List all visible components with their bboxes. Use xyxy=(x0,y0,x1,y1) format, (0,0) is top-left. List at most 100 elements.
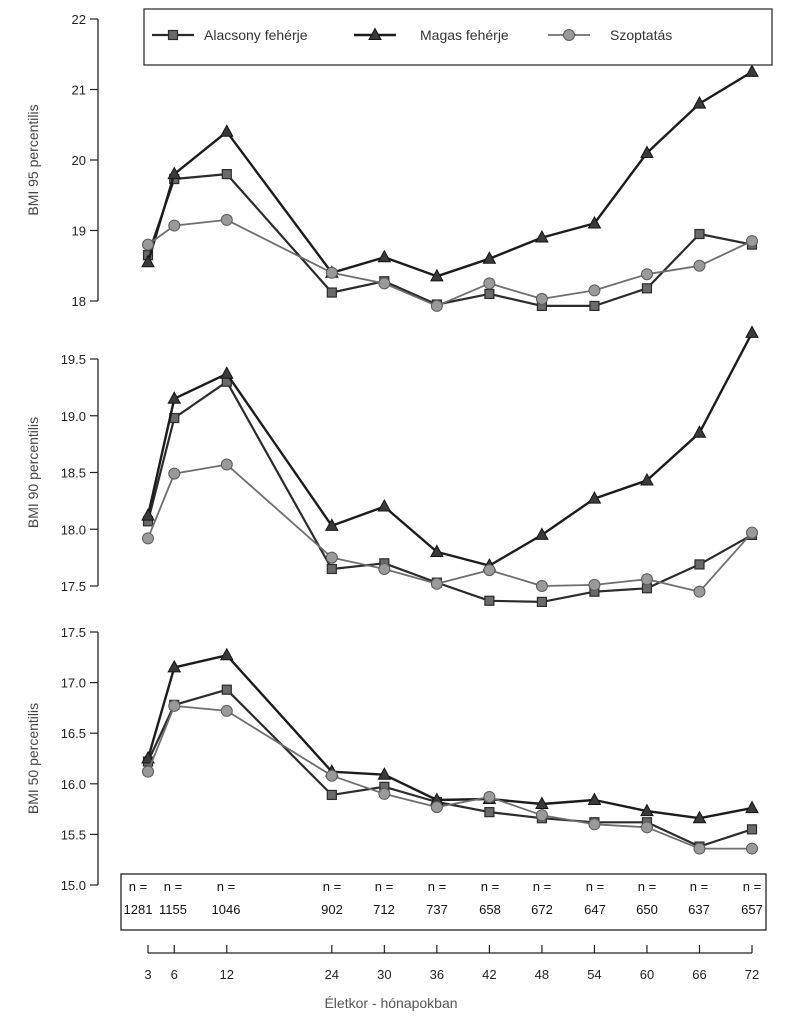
y-tick-label: 15.5 xyxy=(61,827,86,842)
data-point xyxy=(589,300,600,312)
x-tick-label: 48 xyxy=(535,967,549,982)
data-point xyxy=(430,268,444,282)
y-tick-label: 17.0 xyxy=(61,676,86,691)
data-point xyxy=(326,563,337,575)
axes-layer: 18 19 20 21 22 BMI 95 percentilis 17.5 18.0 18.5… xyxy=(25,12,99,893)
data-point xyxy=(378,562,391,575)
series-line xyxy=(146,70,753,278)
data-point xyxy=(430,577,443,590)
data-point xyxy=(692,96,707,109)
data-point xyxy=(326,287,337,298)
y-tick-label: 18.5 xyxy=(61,466,86,481)
series-line xyxy=(146,173,753,307)
data-point xyxy=(694,559,705,570)
x-tick-label: 6 xyxy=(171,967,178,982)
y-tick-label: 20 xyxy=(72,153,86,168)
x-tick-label: 24 xyxy=(325,967,339,982)
y-tick-label: 18.0 xyxy=(61,522,86,537)
data-point xyxy=(746,526,758,539)
data-point xyxy=(168,219,181,232)
data-point xyxy=(220,458,233,471)
series-line xyxy=(147,218,753,307)
data-point xyxy=(167,659,182,673)
legend-box xyxy=(143,8,773,66)
series-line xyxy=(146,332,754,567)
data-point xyxy=(692,810,707,824)
data-point xyxy=(430,299,443,312)
data-point xyxy=(587,491,602,504)
n-label: n = xyxy=(481,879,499,894)
data-point xyxy=(693,585,706,598)
y-tick-label: 19.0 xyxy=(61,409,86,424)
data-point xyxy=(535,230,549,243)
data-point xyxy=(219,366,234,379)
data-point xyxy=(640,268,653,281)
n-label: n = xyxy=(323,879,341,894)
data-point xyxy=(378,277,391,290)
data-point xyxy=(168,699,181,712)
n-value: 657 xyxy=(741,902,763,917)
data-point xyxy=(640,472,654,486)
n-label: n = xyxy=(164,879,182,894)
y-tick-label: 15.0 xyxy=(61,878,86,893)
data-point xyxy=(535,796,549,810)
y-tick-label: 17.5 xyxy=(61,579,86,594)
legend-marker xyxy=(563,29,575,41)
data-point xyxy=(693,842,706,855)
legend: Alacsony fehérje Magas fehérje Szoptatás xyxy=(143,8,773,66)
n-value: 1155 xyxy=(159,902,187,917)
n-label: n = xyxy=(217,879,235,894)
legend-marker xyxy=(167,29,179,41)
data-point xyxy=(325,266,338,279)
data-point xyxy=(587,215,602,229)
x-tick-label: 30 xyxy=(377,967,391,982)
data-point xyxy=(640,145,654,158)
n-value: 658 xyxy=(479,902,501,917)
data-point xyxy=(536,596,548,607)
data-point xyxy=(746,235,758,248)
y-tick-label: 18 xyxy=(72,294,86,309)
y-tick-label: 22 xyxy=(72,12,86,27)
y-axis-label: BMI 95 percentilis xyxy=(25,104,41,215)
x-tick-label: 12 xyxy=(220,967,234,982)
data-point xyxy=(219,124,234,137)
x-tick-label: 42 xyxy=(482,967,496,982)
n-value: 902 xyxy=(321,902,343,917)
series-line xyxy=(147,705,752,850)
data-point xyxy=(746,824,758,835)
data-point xyxy=(141,508,155,521)
n-label: n = xyxy=(638,879,656,894)
n-label: n = xyxy=(428,879,446,894)
data-point xyxy=(483,277,496,290)
data-point xyxy=(141,254,155,268)
data-point xyxy=(692,425,707,438)
y-tick-label: 21 xyxy=(72,83,86,98)
data-point xyxy=(535,292,548,305)
data-point xyxy=(482,251,497,264)
legend-label: Alacsony fehérje xyxy=(204,27,308,43)
y-tick-label: 17.5 xyxy=(61,625,86,640)
y-axis-label: BMI 90 percentilis xyxy=(25,417,41,528)
n-value: 712 xyxy=(373,902,395,917)
n-value: 1281 xyxy=(124,902,153,917)
n-value: 647 xyxy=(584,902,606,917)
data-point xyxy=(483,790,496,803)
n-label: n = xyxy=(129,879,147,894)
data-point xyxy=(167,391,182,404)
n-label: n = xyxy=(743,879,761,894)
n-label: n = xyxy=(533,879,551,894)
data-point xyxy=(588,284,601,297)
data-point xyxy=(640,573,653,586)
y-tick-label: 19.5 xyxy=(61,352,86,367)
x-tick-label: 36 xyxy=(430,967,444,982)
data-point xyxy=(325,769,338,782)
data-point xyxy=(745,325,759,338)
n-value: 650 xyxy=(636,902,658,917)
data-point xyxy=(535,527,549,540)
series-line xyxy=(146,380,753,604)
sample-size-frame xyxy=(120,873,767,931)
data-point xyxy=(168,467,181,480)
data-point xyxy=(142,238,154,251)
data-point xyxy=(221,169,232,180)
